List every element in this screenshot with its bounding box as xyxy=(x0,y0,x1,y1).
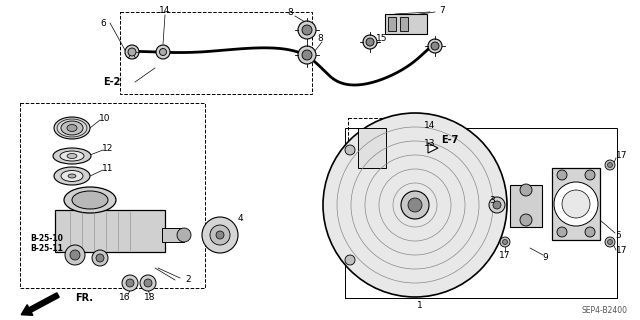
Circle shape xyxy=(363,35,377,49)
Circle shape xyxy=(140,275,156,291)
Circle shape xyxy=(607,239,612,244)
Circle shape xyxy=(128,48,136,56)
Text: 14: 14 xyxy=(159,5,171,14)
Bar xyxy=(348,118,428,178)
Circle shape xyxy=(96,254,104,262)
Circle shape xyxy=(428,39,442,53)
Bar xyxy=(510,185,542,227)
Circle shape xyxy=(557,227,567,237)
Ellipse shape xyxy=(67,124,77,132)
Circle shape xyxy=(302,50,312,60)
Circle shape xyxy=(557,170,567,180)
Circle shape xyxy=(177,228,191,242)
Circle shape xyxy=(401,191,429,219)
Circle shape xyxy=(520,184,532,196)
Bar xyxy=(345,128,617,298)
Circle shape xyxy=(520,214,532,226)
Ellipse shape xyxy=(68,174,76,178)
Ellipse shape xyxy=(61,121,83,135)
Text: 6: 6 xyxy=(100,19,106,28)
Circle shape xyxy=(122,275,138,291)
Text: 16: 16 xyxy=(119,293,131,302)
Text: 13: 13 xyxy=(424,139,436,148)
Ellipse shape xyxy=(60,151,84,161)
Text: 15: 15 xyxy=(376,34,388,43)
Circle shape xyxy=(298,21,316,39)
Ellipse shape xyxy=(64,187,116,213)
Circle shape xyxy=(607,163,612,167)
Circle shape xyxy=(493,201,501,209)
Circle shape xyxy=(585,170,595,180)
Text: 17: 17 xyxy=(499,251,511,260)
Bar xyxy=(358,128,386,168)
Circle shape xyxy=(585,227,595,237)
Text: 14: 14 xyxy=(424,121,436,130)
Circle shape xyxy=(562,190,590,218)
Ellipse shape xyxy=(67,154,77,158)
Text: 12: 12 xyxy=(102,143,114,153)
Circle shape xyxy=(345,255,355,265)
Text: 3: 3 xyxy=(489,196,495,204)
Circle shape xyxy=(489,197,505,213)
Circle shape xyxy=(156,45,170,59)
Text: 9: 9 xyxy=(542,253,548,262)
Text: 10: 10 xyxy=(99,114,111,123)
Text: 8: 8 xyxy=(317,34,323,43)
Circle shape xyxy=(302,25,312,35)
Circle shape xyxy=(125,45,139,59)
Circle shape xyxy=(408,198,422,212)
Text: B-25-11: B-25-11 xyxy=(30,244,63,252)
Circle shape xyxy=(210,225,230,245)
Circle shape xyxy=(554,182,598,226)
Text: 17: 17 xyxy=(616,150,628,159)
Circle shape xyxy=(92,250,108,266)
Text: 11: 11 xyxy=(102,164,114,172)
Bar xyxy=(552,168,600,240)
Text: 5: 5 xyxy=(615,230,621,239)
Bar xyxy=(120,12,312,94)
Ellipse shape xyxy=(53,148,91,164)
Text: 8: 8 xyxy=(287,7,293,17)
Bar xyxy=(385,14,427,34)
Text: 4: 4 xyxy=(237,213,243,222)
Text: FR.: FR. xyxy=(75,293,93,303)
Text: SEP4-B2400: SEP4-B2400 xyxy=(582,306,628,315)
Circle shape xyxy=(605,237,615,247)
Circle shape xyxy=(323,113,507,297)
Text: 1: 1 xyxy=(417,300,423,309)
FancyArrow shape xyxy=(21,293,59,315)
Circle shape xyxy=(159,49,166,55)
Circle shape xyxy=(431,42,439,50)
Circle shape xyxy=(144,279,152,287)
Text: E-2: E-2 xyxy=(103,77,121,87)
Circle shape xyxy=(502,239,508,244)
Circle shape xyxy=(126,279,134,287)
Ellipse shape xyxy=(61,171,83,181)
Ellipse shape xyxy=(72,191,108,209)
Circle shape xyxy=(216,231,224,239)
Bar xyxy=(162,228,184,242)
Bar xyxy=(400,17,408,31)
Circle shape xyxy=(202,217,238,253)
Circle shape xyxy=(366,38,374,46)
Circle shape xyxy=(500,237,510,247)
Circle shape xyxy=(65,245,85,265)
Text: 7: 7 xyxy=(439,5,445,14)
Text: E-7: E-7 xyxy=(442,135,459,145)
Circle shape xyxy=(70,250,80,260)
Circle shape xyxy=(298,46,316,64)
Ellipse shape xyxy=(54,117,90,139)
Circle shape xyxy=(345,145,355,155)
Ellipse shape xyxy=(54,167,90,185)
Circle shape xyxy=(605,160,615,170)
Bar xyxy=(388,17,396,31)
Text: B-25-10: B-25-10 xyxy=(30,234,63,243)
Text: 2: 2 xyxy=(185,276,191,284)
Text: 17: 17 xyxy=(616,245,628,254)
Bar xyxy=(20,103,205,288)
Text: 18: 18 xyxy=(144,293,156,302)
Polygon shape xyxy=(428,143,438,153)
Bar xyxy=(55,210,165,252)
